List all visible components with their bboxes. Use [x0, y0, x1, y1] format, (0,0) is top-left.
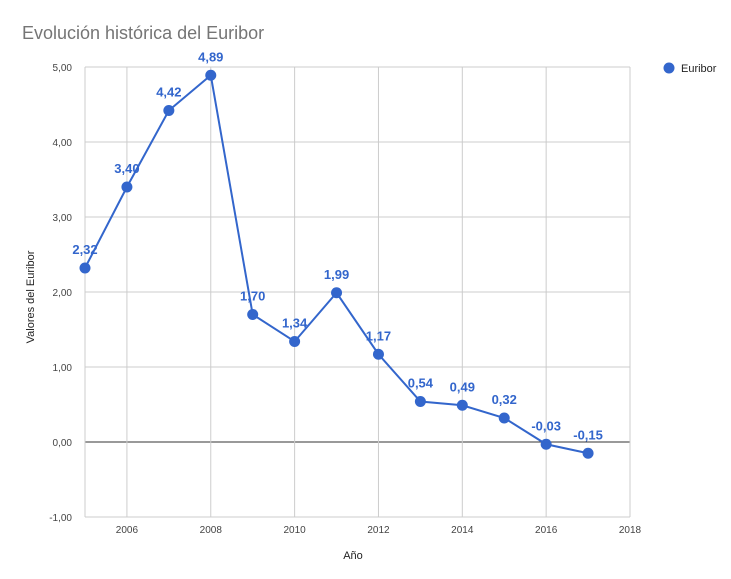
- data-point: [247, 309, 259, 320]
- data-point: [582, 447, 594, 459]
- y-axis-title: Valores del Euribor: [25, 250, 37, 343]
- data-point: [121, 181, 133, 193]
- data-point: [79, 262, 91, 274]
- data-label: 3,40: [114, 161, 139, 176]
- data-labels: 2,32 3,40 4,42 4,89 1,70 1,34 1,99 1,17 0,54 0,49…: [72, 49, 603, 442]
- x-axis-title: Año: [343, 550, 363, 562]
- x-tick-label: 2006: [116, 525, 139, 536]
- data-label: 4,89: [198, 49, 223, 64]
- axes: -1,00 0,00 1,00 2,00 3,00 4,00 5,00 2006 2008 201…: [49, 63, 641, 536]
- y-tick-label: 5,00: [53, 63, 73, 74]
- data-point: [456, 399, 468, 411]
- x-tick-label: 2012: [367, 525, 390, 536]
- data-point: [331, 287, 343, 299]
- x-tick-label: 2010: [283, 525, 306, 536]
- data-label: 1,17: [366, 328, 391, 343]
- data-label: 2,32: [72, 242, 97, 257]
- chart-title: Evolución histórica del Euribor: [22, 23, 264, 43]
- data-point: [372, 348, 384, 360]
- grid-lines: [84, 66, 631, 518]
- legend-label-euribor: Euribor: [681, 63, 717, 75]
- data-label: 0,32: [492, 392, 517, 407]
- data-label: 0,49: [450, 379, 475, 394]
- data-point: [289, 336, 301, 347]
- data-point: [540, 438, 552, 450]
- y-tick-label: -1,00: [49, 513, 72, 524]
- data-label: 0,54: [408, 376, 434, 391]
- y-tick-label: 3,00: [53, 213, 73, 224]
- x-tick-label: 2014: [451, 525, 474, 536]
- data-label: -0,03: [531, 418, 561, 433]
- data-point: [163, 105, 175, 116]
- y-tick-label: 2,00: [53, 288, 73, 299]
- data-label: -0,15: [573, 427, 603, 442]
- y-tick-label: 0,00: [53, 438, 73, 449]
- series-euribor: [79, 69, 594, 459]
- data-point: [414, 396, 426, 407]
- y-tick-label: 4,00: [53, 138, 73, 149]
- data-point: [205, 69, 217, 81]
- legend-marker-euribor: [663, 62, 675, 74]
- y-tick-label: 1,00: [53, 363, 73, 374]
- data-label: 1,34: [282, 316, 308, 331]
- data-point: [498, 412, 510, 424]
- data-label: 1,99: [324, 267, 349, 282]
- x-tick-label: 2018: [619, 525, 642, 536]
- data-label: 1,70: [240, 289, 265, 304]
- x-tick-label: 2008: [200, 525, 223, 536]
- legend: Euribor: [663, 62, 717, 75]
- data-label: 4,42: [156, 85, 181, 100]
- x-tick-label: 2016: [535, 525, 558, 536]
